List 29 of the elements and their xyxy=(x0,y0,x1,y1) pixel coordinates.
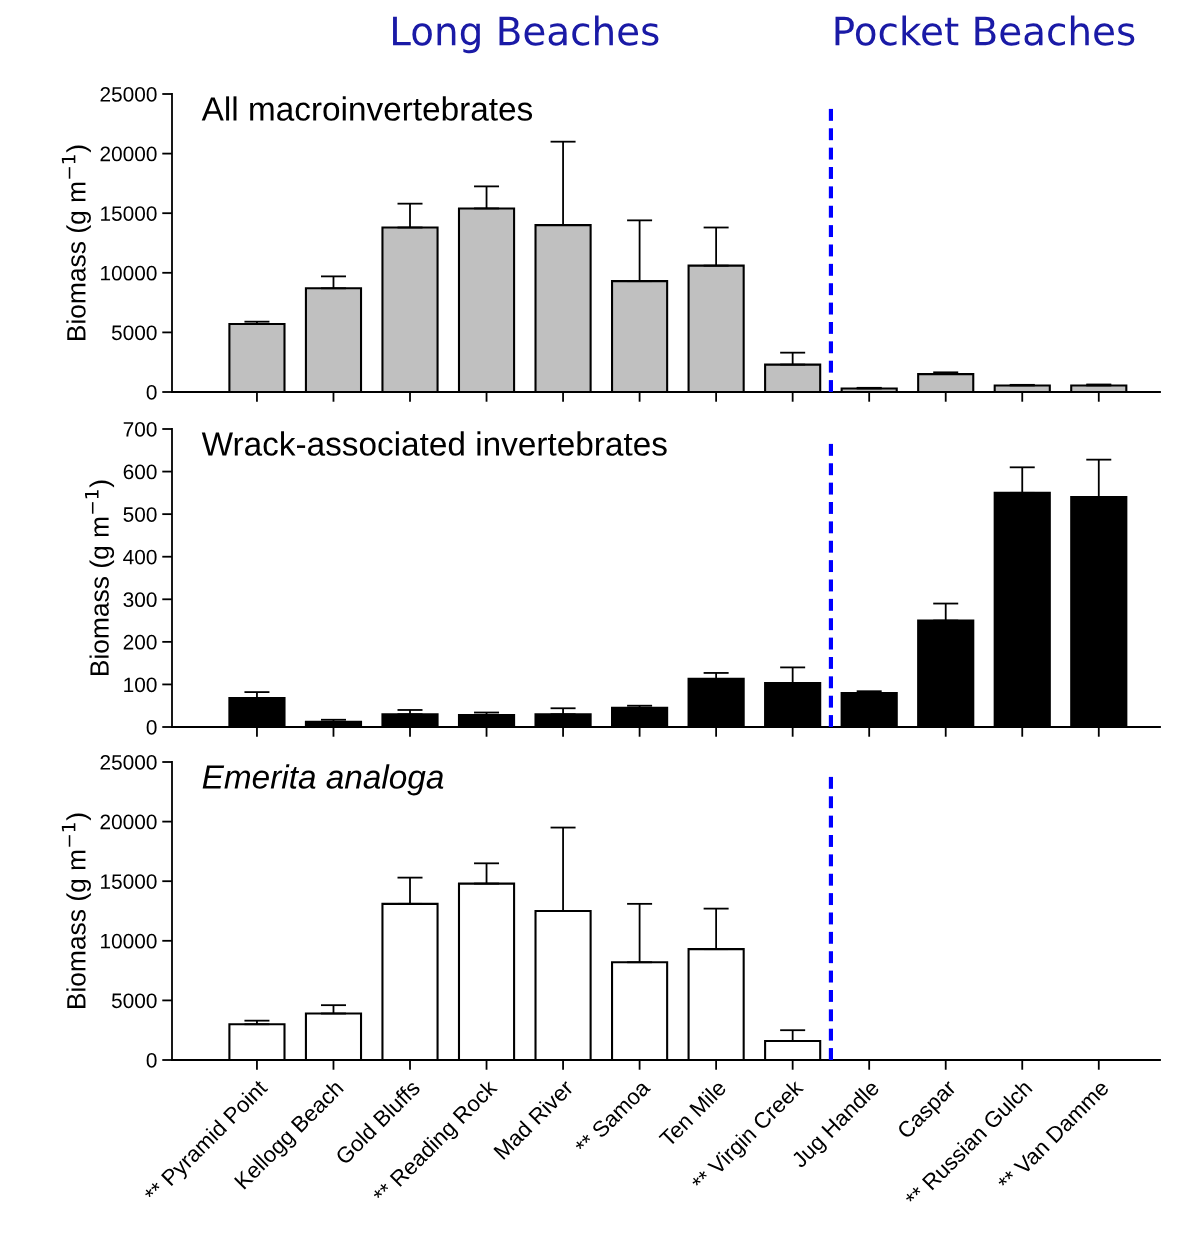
y-tick-label: 5000 xyxy=(111,993,157,1009)
y-tick-label: 20000 xyxy=(100,814,157,830)
y-tick-label: 25000 xyxy=(100,87,157,102)
y-axis-title: Biomass (g m$^{−1}$) xyxy=(61,145,91,341)
y-tick-label: 25000 xyxy=(100,755,157,770)
y-tick-label: 200 xyxy=(123,634,157,650)
y-tick-label: 20000 xyxy=(100,146,157,162)
y-tick-label: 15000 xyxy=(101,874,157,889)
y-axis-title: Biomass (g m$^{−1}$) xyxy=(61,813,91,1009)
chart-title: All macroinvertebrates xyxy=(201,96,533,121)
y-tick-label: 600 xyxy=(123,464,157,480)
y-tick-label: 5000 xyxy=(111,325,157,341)
x-tick-label: Ten Mile xyxy=(657,1078,727,1148)
text: Long Beaches xyxy=(393,15,659,54)
y-tick-label: 15000 xyxy=(101,206,157,221)
chart-title: Wrack-associated invertebrates xyxy=(201,431,667,456)
y-tick-label: 0 xyxy=(146,1053,157,1068)
y-tick-label: 100 xyxy=(124,677,157,693)
y-tick-label: 400 xyxy=(123,549,157,565)
y-tick-label: 0 xyxy=(146,720,157,735)
y-tick-label: 700 xyxy=(123,422,157,437)
y-tick-label: 500 xyxy=(123,507,157,522)
y-tick-label: 300 xyxy=(123,592,157,608)
chart-title: Emerita analoga xyxy=(202,764,444,796)
y-tick-label: 0 xyxy=(146,385,157,400)
y-tick-label: 10000 xyxy=(101,933,157,949)
y-tick-label: 10000 xyxy=(101,265,157,281)
y-axis-title: Biomass (g m$^{−1}$) xyxy=(85,480,115,676)
text: Pocket Beaches xyxy=(835,15,1135,46)
